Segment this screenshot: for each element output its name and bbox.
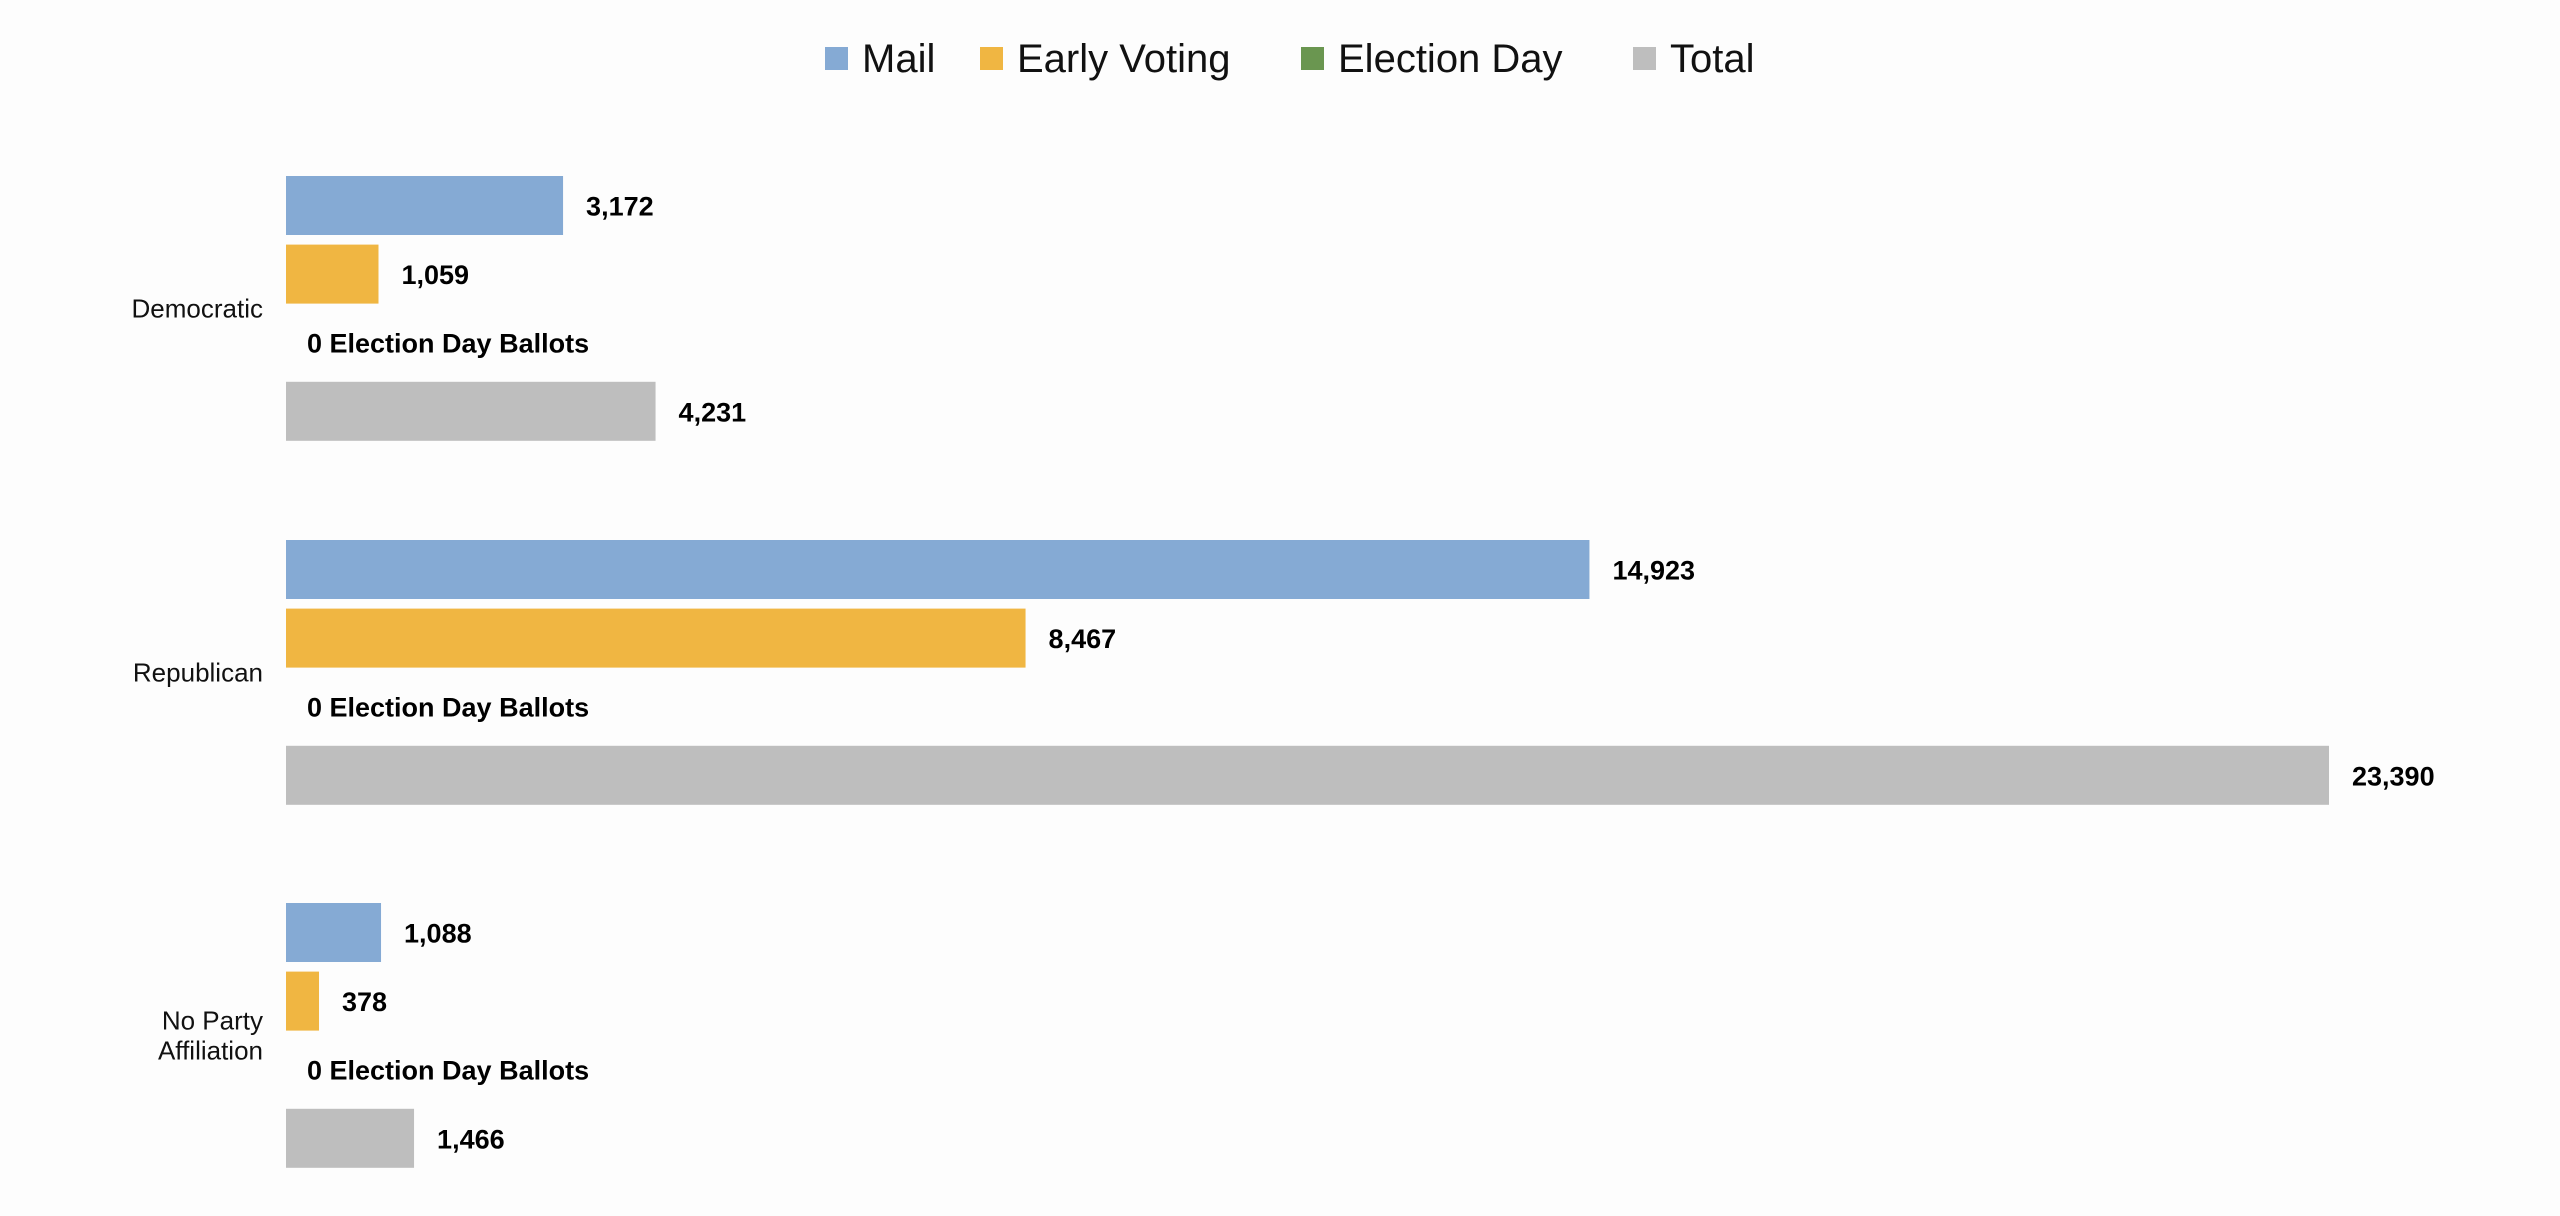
bar-early-voting [286,971,320,1031]
legend-item-early-voting: Early Voting [980,37,1230,81]
bar-mail [286,540,1590,599]
data-label: 8,467 [1049,624,1117,654]
data-label: 14,923 [1612,556,1695,586]
legend-item-election-day: Election Day [1301,37,1563,81]
legend-swatch [825,47,848,70]
data-label: 3,172 [586,192,654,222]
data-label: 1,088 [404,919,472,949]
category-group: Democratic 3,172 1,059 0 Election Day Ballo… [132,176,747,441]
category-label: No Party Affiliation [158,1005,263,1065]
legend-swatch [1301,47,1324,70]
legend-label: Election Day [1338,37,1563,81]
data-label: 1,059 [401,260,469,290]
data-label: 0 Election Day Ballots [307,1056,589,1086]
legend-swatch [980,47,1003,70]
plot-area: Democratic 3,172 1,059 0 Election Day Ballo… [132,176,2435,1168]
data-label: 4,231 [679,397,747,427]
bar-mail [286,176,564,235]
bar-early-voting [286,244,379,304]
legend-item-mail: Mail [825,37,935,81]
data-label: 1,466 [437,1124,505,1154]
category-label: Republican [133,657,263,687]
legend: Mail Early Voting Election Day Total [825,37,1755,81]
bar-mail [286,903,382,962]
legend-label: Early Voting [1017,37,1230,81]
category-group: Republican 14,923 8,467 0 Election Day Ball… [133,540,2435,805]
legend-item-total: Total [1633,37,1755,81]
bar-early-voting [286,608,1026,668]
bar-total [286,745,2329,805]
category-group: No Party Affiliation 1,088 378 0 Election Da… [158,903,589,1168]
legend-label: Total [1670,37,1755,81]
data-label: 0 Election Day Ballots [307,329,589,359]
data-label: 23,390 [2352,761,2435,791]
data-label: 0 Election Day Ballots [307,693,589,723]
bar-total [286,381,656,441]
category-label: Democratic [132,293,263,323]
legend-swatch [1633,47,1656,70]
data-label: 378 [342,987,387,1017]
legend-label: Mail [862,37,935,81]
bar-total [286,1108,415,1168]
